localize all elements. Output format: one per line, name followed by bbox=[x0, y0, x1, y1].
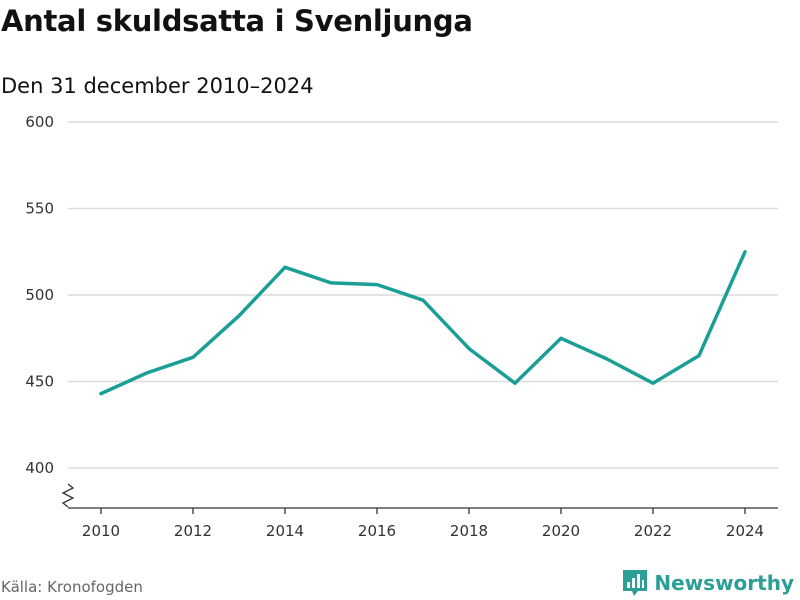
x-tick-label-2012: 2012 bbox=[174, 522, 212, 540]
y-tick-label-400: 400 bbox=[25, 459, 54, 477]
data-point-2024[interactable] bbox=[739, 246, 751, 258]
series-layer bbox=[95, 246, 751, 400]
data-point-2012[interactable] bbox=[187, 351, 199, 363]
x-tick-label-2014: 2014 bbox=[266, 522, 304, 540]
data-point-2011[interactable] bbox=[141, 367, 153, 379]
axis-break-icon bbox=[61, 483, 75, 508]
data-point-2020[interactable] bbox=[555, 332, 567, 344]
data-point-2014[interactable] bbox=[279, 261, 291, 273]
chart-title: Antal skuldsatta i Svenljunga bbox=[1, 4, 473, 38]
x-tick-label-2022: 2022 bbox=[634, 522, 672, 540]
y-tick-label-450: 450 bbox=[25, 373, 54, 391]
x-tick-label-2016: 2016 bbox=[358, 522, 396, 540]
y-tick-label-600: 600 bbox=[25, 113, 54, 131]
data-point-2010[interactable] bbox=[95, 388, 107, 400]
x-tick-label-2024: 2024 bbox=[726, 522, 764, 540]
data-point-2022[interactable] bbox=[647, 377, 659, 389]
series-line bbox=[99, 250, 747, 396]
newsworthy-logo-icon bbox=[623, 570, 648, 596]
y-axis-ticks: 400 450 500 550 600 bbox=[25, 113, 54, 477]
x-tick-label-2018: 2018 bbox=[450, 522, 488, 540]
x-tick-label-2020: 2020 bbox=[542, 522, 580, 540]
chart-subtitle: Den 31 december 2010–2024 bbox=[1, 74, 314, 98]
y-tick-label-550: 550 bbox=[25, 200, 54, 218]
source-note: Källa: Kronofogden bbox=[1, 578, 143, 596]
data-point-2018[interactable] bbox=[463, 343, 475, 355]
brand-name: Newsworthy bbox=[654, 571, 794, 595]
data-point-2015[interactable] bbox=[325, 277, 337, 289]
data-point-2017[interactable] bbox=[417, 294, 429, 306]
brand-logo[interactable]: Newsworthy bbox=[622, 569, 794, 597]
grid-lines bbox=[68, 121, 778, 469]
x-axis-ticks: 2010 2012 2014 2016 2018 2020 2022 2024 bbox=[82, 508, 764, 540]
x-tick-label-2010: 2010 bbox=[82, 522, 120, 540]
x-axis bbox=[61, 483, 778, 509]
data-point-2016[interactable] bbox=[371, 279, 383, 291]
data-point-2019[interactable] bbox=[509, 377, 521, 389]
y-tick-label-500: 500 bbox=[25, 286, 54, 304]
data-point-2023[interactable] bbox=[693, 350, 705, 362]
data-point-2013[interactable] bbox=[233, 310, 245, 322]
data-point-2021[interactable] bbox=[601, 353, 613, 365]
